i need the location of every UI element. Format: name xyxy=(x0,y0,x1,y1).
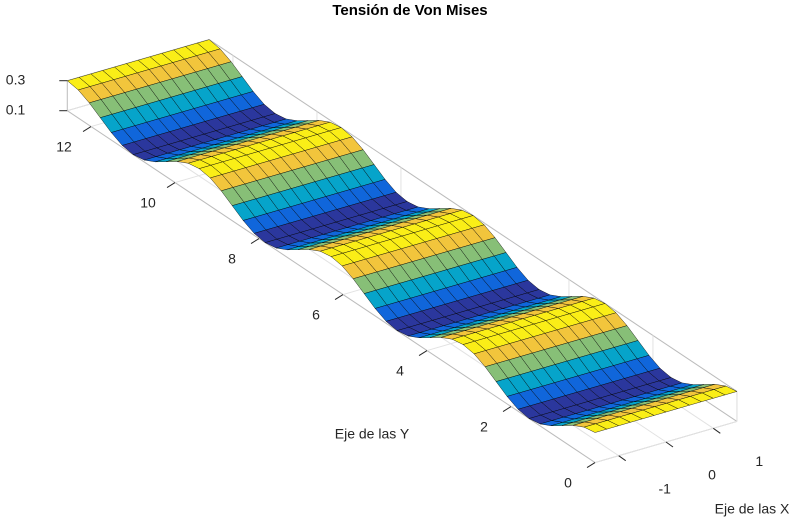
y-tick-label: 10 xyxy=(140,194,156,210)
y-tick xyxy=(166,182,176,188)
x-tick-label: 1 xyxy=(755,453,763,469)
surface-patch xyxy=(713,385,738,396)
z-tick-label: 0.3 xyxy=(6,71,26,87)
z-tick-label: 0.1 xyxy=(6,101,26,117)
y-tick xyxy=(502,406,512,412)
x-axis-label: Eje de las X xyxy=(715,501,790,517)
y-tick xyxy=(82,126,92,132)
x-tick xyxy=(618,455,626,462)
y-tick-label: 8 xyxy=(228,250,236,266)
y-tick xyxy=(586,462,596,468)
x-tick-label: 0 xyxy=(708,467,716,483)
y-axis-label: Eje de las Y xyxy=(335,426,410,442)
chart-title: Tensión de Von Mises xyxy=(332,2,487,19)
y-tick xyxy=(418,350,428,356)
y-tick xyxy=(334,294,344,300)
y-tick-label: 2 xyxy=(480,418,488,434)
y-tick xyxy=(250,238,260,244)
y-tick-label: 4 xyxy=(396,362,404,378)
y-tick-label: 12 xyxy=(56,138,72,154)
y-tick-label: 0 xyxy=(564,474,572,490)
x-tick xyxy=(713,427,721,434)
axis-box xyxy=(67,110,596,463)
y-tick-label: 6 xyxy=(312,306,320,322)
x-tick xyxy=(665,441,674,448)
x-tick-label: -1 xyxy=(658,480,671,496)
